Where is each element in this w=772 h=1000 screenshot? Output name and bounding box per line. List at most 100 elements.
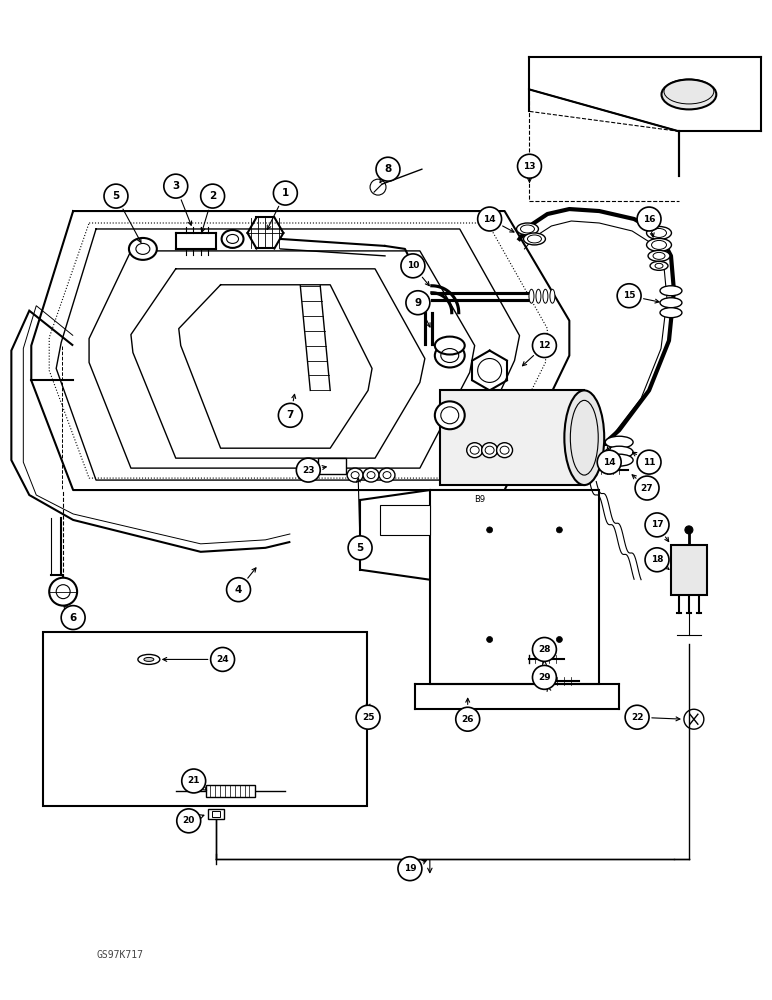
Circle shape [104,184,128,208]
Ellipse shape [662,80,716,109]
Bar [318,458,346,474]
Ellipse shape [138,654,160,664]
Text: 125: 125 [398,517,411,523]
Circle shape [181,769,205,793]
Circle shape [406,291,430,315]
Circle shape [598,450,621,474]
Bar [43,632,367,806]
Ellipse shape [435,337,465,355]
Ellipse shape [467,443,482,458]
Text: 4: 4 [235,585,242,595]
Circle shape [279,403,303,427]
Circle shape [617,284,641,308]
Circle shape [455,707,479,731]
Text: 25: 25 [362,713,374,722]
Text: 8: 8 [384,164,391,174]
Circle shape [177,809,201,833]
Text: 20: 20 [182,816,195,825]
Ellipse shape [660,298,682,308]
Circle shape [533,638,557,661]
Text: 14: 14 [483,215,496,224]
Ellipse shape [647,238,672,251]
Text: 6: 6 [69,613,76,623]
Ellipse shape [363,468,379,482]
Circle shape [273,181,297,205]
Ellipse shape [543,289,548,303]
Circle shape [533,334,557,358]
Circle shape [625,705,649,729]
Ellipse shape [144,657,154,661]
Text: 3: 3 [172,181,179,191]
Bar [212,811,219,817]
Text: 18: 18 [651,555,663,564]
Ellipse shape [660,286,682,296]
Circle shape [164,174,188,198]
Text: 1: 1 [282,188,289,198]
Bar [208,809,224,819]
Ellipse shape [496,443,513,458]
Text: 14: 14 [603,458,615,467]
Text: 28: 28 [538,645,550,654]
Ellipse shape [648,250,670,261]
Ellipse shape [529,289,534,303]
Ellipse shape [482,443,498,458]
Circle shape [211,647,235,671]
Text: 9: 9 [415,298,422,308]
Text: 16: 16 [643,215,655,224]
Circle shape [478,207,502,231]
Circle shape [201,184,225,208]
Bar [380,505,430,535]
Circle shape [645,548,669,572]
Ellipse shape [660,308,682,318]
Bar [430,490,599,684]
Ellipse shape [222,230,243,248]
Circle shape [49,578,77,606]
Circle shape [401,254,425,278]
Text: 5: 5 [357,543,364,553]
Circle shape [486,527,493,533]
Circle shape [348,536,372,560]
Circle shape [517,154,541,178]
Circle shape [61,606,85,630]
Ellipse shape [129,238,157,260]
Text: 24: 24 [216,655,229,664]
Text: 23: 23 [302,466,314,475]
Text: 5: 5 [113,191,120,201]
Text: 27: 27 [641,484,653,493]
Ellipse shape [564,390,604,485]
Ellipse shape [536,289,541,303]
Ellipse shape [435,344,465,367]
Circle shape [685,526,693,534]
Circle shape [398,857,422,881]
Ellipse shape [347,468,363,482]
Text: 13: 13 [523,162,536,171]
Circle shape [637,207,661,231]
Bar [671,545,707,595]
Text: 21: 21 [188,776,200,785]
Ellipse shape [516,223,538,235]
Text: 26: 26 [462,715,474,724]
Ellipse shape [605,446,633,458]
Circle shape [226,578,250,602]
Ellipse shape [605,436,633,448]
Circle shape [486,637,493,642]
Text: 29: 29 [538,673,550,682]
Circle shape [635,476,659,500]
Ellipse shape [550,289,555,303]
Text: 12: 12 [538,341,550,350]
Text: 10: 10 [407,261,419,270]
Ellipse shape [605,454,633,466]
Circle shape [645,513,669,537]
Text: 11: 11 [643,458,655,467]
Ellipse shape [379,468,395,482]
Text: 19: 19 [404,864,416,873]
Circle shape [557,527,562,533]
Text: 22: 22 [631,713,643,722]
Text: 7: 7 [286,410,294,420]
Ellipse shape [650,261,668,270]
Circle shape [356,705,380,729]
Circle shape [637,450,661,474]
Bar [205,785,256,797]
Text: B9: B9 [474,495,486,504]
Text: GS97K717: GS97K717 [96,950,143,960]
